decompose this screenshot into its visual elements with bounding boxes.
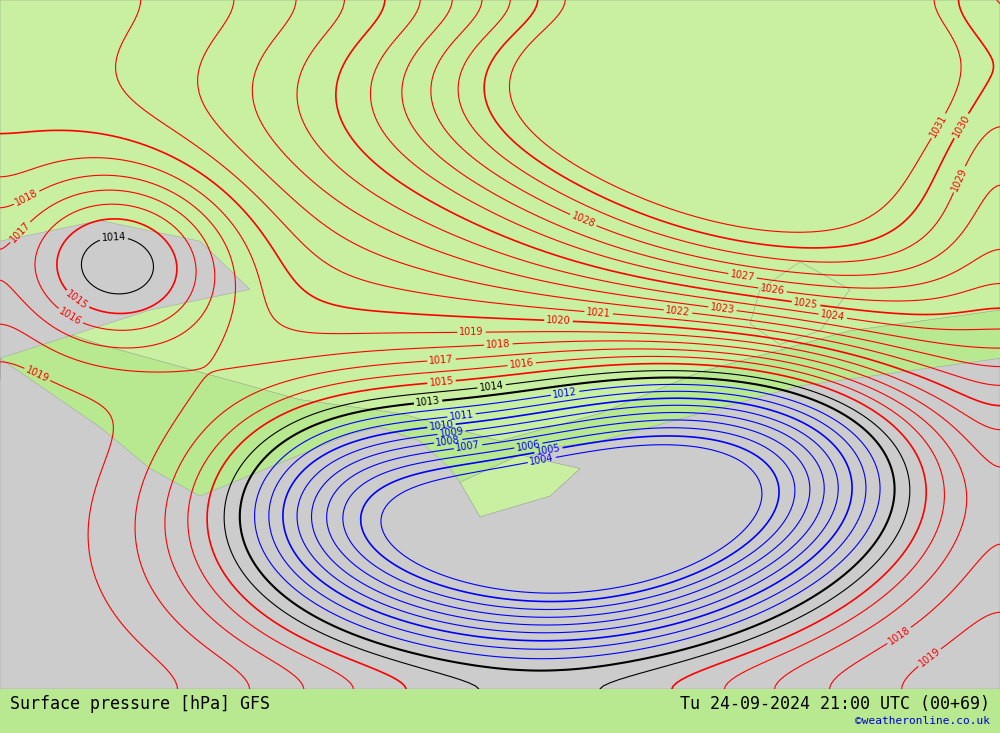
Text: 1027: 1027 bbox=[729, 269, 755, 283]
Polygon shape bbox=[0, 358, 1000, 689]
Text: 1019: 1019 bbox=[459, 327, 484, 337]
Text: 1004: 1004 bbox=[529, 453, 555, 467]
Text: 1006: 1006 bbox=[516, 438, 541, 452]
Text: Surface pressure [hPa] GFS: Surface pressure [hPa] GFS bbox=[10, 695, 270, 712]
Text: 1021: 1021 bbox=[586, 306, 611, 319]
Text: 1008: 1008 bbox=[435, 435, 461, 448]
Text: 1023: 1023 bbox=[710, 302, 735, 315]
Polygon shape bbox=[460, 454, 580, 517]
Text: 1009: 1009 bbox=[439, 427, 464, 439]
Text: ©weatheronline.co.uk: ©weatheronline.co.uk bbox=[855, 715, 990, 726]
Text: 1017: 1017 bbox=[429, 354, 454, 366]
Text: 1010: 1010 bbox=[429, 419, 454, 432]
Text: 1026: 1026 bbox=[760, 284, 785, 297]
Text: 1031: 1031 bbox=[928, 113, 949, 139]
Text: 1015: 1015 bbox=[64, 289, 90, 312]
Text: Tu 24-09-2024 21:00 UTC (00+69): Tu 24-09-2024 21:00 UTC (00+69) bbox=[680, 695, 990, 712]
Polygon shape bbox=[0, 221, 250, 358]
Text: 1014: 1014 bbox=[479, 380, 504, 393]
Text: 1030: 1030 bbox=[951, 113, 972, 139]
Text: 1017: 1017 bbox=[8, 220, 32, 244]
Text: 1019: 1019 bbox=[24, 364, 50, 384]
Polygon shape bbox=[750, 262, 850, 345]
Text: 1025: 1025 bbox=[793, 297, 819, 310]
Text: 1028: 1028 bbox=[570, 211, 597, 229]
Text: 1014: 1014 bbox=[101, 232, 126, 243]
Text: 1018: 1018 bbox=[486, 339, 511, 350]
Text: 1013: 1013 bbox=[415, 396, 441, 408]
Text: 1018: 1018 bbox=[886, 625, 912, 647]
Polygon shape bbox=[0, 0, 1000, 441]
Text: 1016: 1016 bbox=[57, 306, 83, 327]
Text: 1018: 1018 bbox=[14, 188, 40, 208]
Text: 1012: 1012 bbox=[552, 386, 578, 400]
Text: 1016: 1016 bbox=[509, 358, 534, 370]
Text: 1011: 1011 bbox=[449, 409, 474, 421]
Text: 1029: 1029 bbox=[950, 166, 969, 193]
Text: 1015: 1015 bbox=[429, 376, 454, 388]
Text: 1022: 1022 bbox=[665, 305, 691, 318]
Text: 1019: 1019 bbox=[917, 646, 942, 669]
Text: 1005: 1005 bbox=[535, 443, 561, 457]
Text: 1020: 1020 bbox=[546, 315, 571, 326]
Text: 1007: 1007 bbox=[455, 440, 481, 454]
Text: 1024: 1024 bbox=[820, 309, 846, 323]
